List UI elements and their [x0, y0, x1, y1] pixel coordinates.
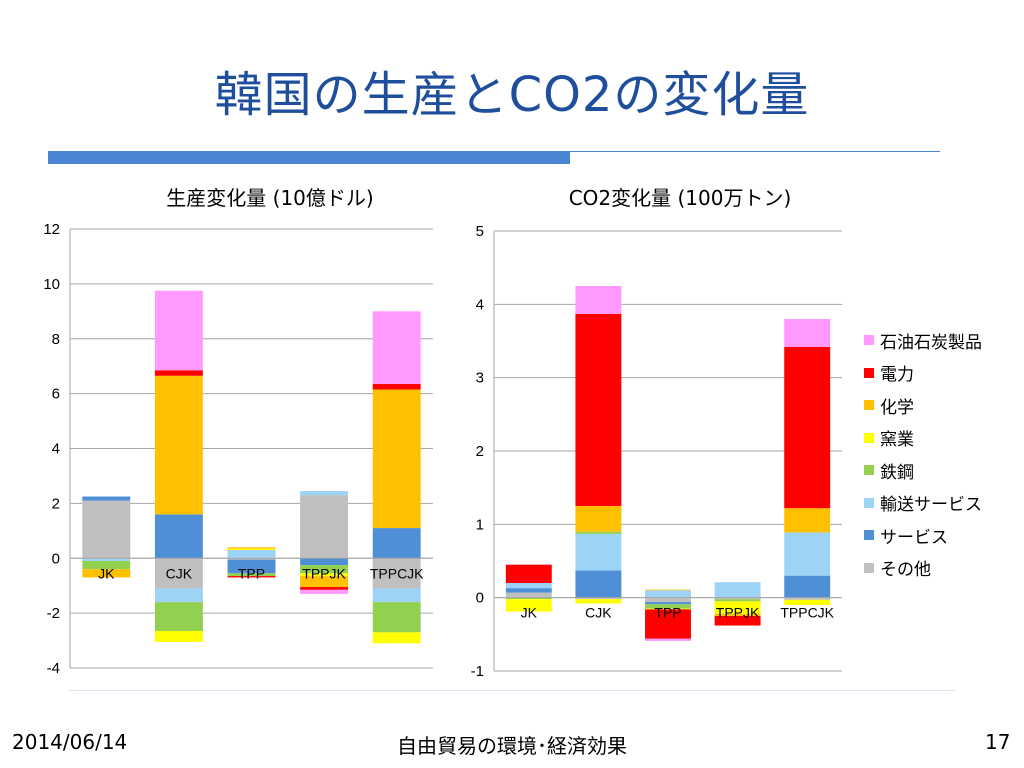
- production-bar-segment: [372, 389, 421, 529]
- legend-label: 輸送サービス: [880, 495, 982, 516]
- legend-label: 化学: [880, 397, 914, 418]
- production-bar-segment: [372, 588, 421, 603]
- production-bar-segment: [372, 558, 421, 589]
- production-ytick-label: 6: [52, 386, 60, 403]
- production-bar-segment: [300, 587, 349, 590]
- production-ytick-label: -2: [47, 605, 60, 622]
- legend-swatch: [864, 497, 874, 508]
- production-bar-segment: [227, 559, 276, 574]
- production-bar-segment: [300, 576, 349, 588]
- production-bar-segment: [82, 560, 131, 570]
- title-underline-thick: [48, 151, 570, 164]
- legend-item: 鉄鋼: [864, 454, 982, 487]
- legend-swatch: [864, 335, 874, 346]
- legend-swatch: [864, 465, 874, 476]
- production-bar-segment: [82, 569, 131, 578]
- legend-item: サービス: [864, 519, 982, 552]
- production-bar-segment: [154, 588, 203, 603]
- legend-label: サービス: [880, 527, 948, 548]
- production-bar-segment: [372, 528, 421, 559]
- production-bar-segment: [300, 589, 349, 594]
- footer-divider: [68, 690, 956, 691]
- production-bar-segment: [227, 558, 276, 560]
- legend-label: その他: [880, 560, 931, 581]
- footer-date: 2014/06/14: [12, 730, 128, 754]
- legend-label: 鉄鋼: [880, 462, 914, 483]
- slide-title: 韓国の生産とCO2の変化量: [214, 67, 810, 123]
- legend-swatch: [864, 367, 874, 378]
- production-bar-segment: [154, 290, 203, 371]
- production-bar-segment: [300, 573, 349, 577]
- legend-swatch: [864, 562, 874, 573]
- co2-chart-title: CO2変化量 (100万トン): [568, 186, 792, 210]
- production-ytick-label: -4: [47, 660, 60, 677]
- production-ytick-label: 10: [43, 276, 60, 293]
- production-ytick-label: 8: [52, 331, 60, 348]
- production-bar-segment: [154, 602, 203, 631]
- production-category-label: TPPCJK: [370, 565, 424, 581]
- production-bar-segment: [300, 565, 349, 574]
- production-category-label: TPPJK: [302, 565, 346, 581]
- production-ytick-label: 4: [52, 441, 60, 458]
- production-bar-segment: [227, 550, 276, 559]
- production-category-label: CJK: [166, 565, 193, 581]
- chart-legend: 石油石炭製品 電力化学窯業鉄鋼輸送サービス サービスその他: [864, 324, 982, 584]
- production-bar-segment: [82, 558, 131, 561]
- legend-item: 化学: [864, 389, 982, 422]
- legend-label: 石油石炭製品: [880, 332, 982, 353]
- production-bar-segment: [300, 495, 349, 559]
- footer-title: 自由貿易の環境･経済効果: [397, 734, 627, 758]
- production-bar-segment: [372, 602, 421, 633]
- production-bar-segment: [372, 632, 421, 644]
- production-bar-segment: [154, 514, 203, 559]
- production-bar-segment: [227, 576, 276, 578]
- legend-item: 電力: [864, 357, 982, 390]
- production-bar-segment: [154, 370, 203, 376]
- production-bar-segment: [82, 496, 131, 501]
- production-ytick-label: 2: [52, 495, 60, 512]
- production-bar-segment: [372, 384, 421, 390]
- production-chart-title: 生産変化量 (10億ドル): [166, 186, 374, 210]
- page-number: 17: [985, 730, 1011, 754]
- production-category-label: TPP: [238, 565, 265, 581]
- production-bar-segment: [372, 311, 421, 385]
- production-bar-segment: [227, 573, 276, 577]
- legend-swatch: [864, 432, 874, 443]
- production-bar-segment: [227, 548, 276, 551]
- title-underline-thin: [570, 151, 940, 152]
- production-category-label: JK: [98, 565, 115, 581]
- production-bar-segment: [82, 500, 131, 559]
- legend-item: 石油石炭製品: [864, 324, 982, 357]
- legend-item: 輸送サービス: [864, 487, 982, 520]
- legend-swatch: [864, 530, 874, 541]
- legend-swatch: [864, 400, 874, 411]
- production-ytick-label: 0: [52, 550, 60, 567]
- legend-label: 電力: [880, 365, 914, 386]
- production-ytick-label: 12: [43, 221, 60, 238]
- production-bar-segment: [154, 630, 203, 642]
- production-bar-segment: [227, 547, 276, 549]
- legend-item: その他: [864, 552, 982, 585]
- legend-label: 窯業: [880, 430, 914, 451]
- production-bar-segment: [154, 375, 203, 515]
- production-bar-segment: [154, 558, 203, 589]
- legend-item: 窯業: [864, 422, 982, 455]
- production-bar-segment: [300, 558, 349, 566]
- production-bar-segment: [300, 491, 349, 496]
